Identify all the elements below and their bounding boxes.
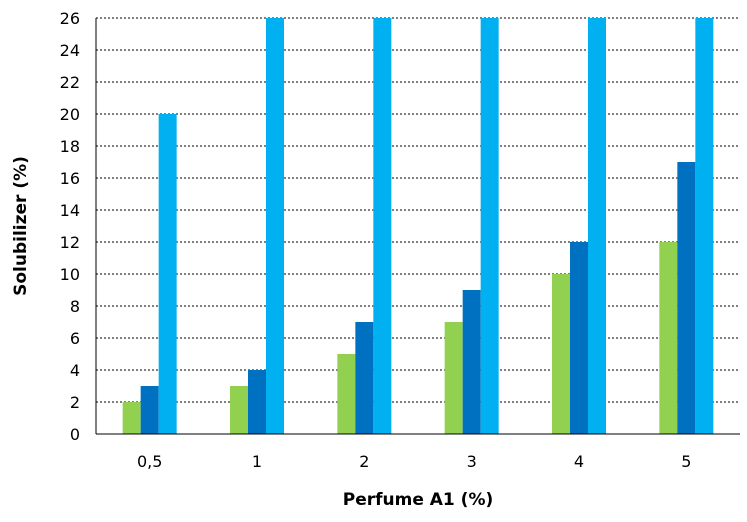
- bar-series-2-3: [462, 290, 481, 434]
- x-tick-label: 5: [681, 452, 691, 471]
- bar-series-3-0,5: [158, 114, 177, 434]
- y-tick-label: 18: [60, 137, 80, 156]
- bar-series-3-3: [480, 18, 499, 434]
- x-tick-label: 3: [467, 452, 477, 471]
- x-tick-label: 1: [252, 452, 262, 471]
- y-tick-label: 12: [60, 233, 80, 252]
- x-tick-labels: 0,5 1 2 3 4 5: [137, 452, 691, 471]
- y-tick-label: 0: [70, 425, 80, 444]
- bar-series-2-2: [355, 322, 374, 434]
- bar-series-3-1: [266, 18, 284, 434]
- y-tick-label: 4: [70, 361, 80, 380]
- bar-series-2-0,5: [140, 386, 159, 434]
- bar-series-2-4: [570, 242, 588, 434]
- bar-series-1-1: [230, 386, 248, 434]
- bar-series-3-5: [695, 18, 714, 434]
- x-axis-title: Perfume A1 (%): [343, 490, 494, 510]
- y-tick-label: 22: [60, 73, 80, 92]
- bar-series-1-4: [552, 274, 570, 434]
- x-tick-label: 2: [359, 452, 369, 471]
- axes: [95, 18, 740, 435]
- bar-series-1-0,5: [122, 402, 141, 434]
- x-tick-label: 4: [574, 452, 584, 471]
- y-tick-label: 10: [60, 265, 80, 284]
- y-tick-label: 24: [60, 41, 80, 60]
- bar-series-1-2: [337, 354, 356, 434]
- y-tick-label: 20: [60, 105, 80, 124]
- grid-lines: [96, 17, 740, 403]
- bar-series-2-5: [677, 162, 696, 434]
- bar-series-2-1: [248, 370, 266, 434]
- y-tick-label: 26: [60, 9, 80, 28]
- bar-series-1-5: [659, 242, 678, 434]
- y-tick-label: 6: [70, 329, 80, 348]
- y-tick-label: 14: [60, 201, 80, 220]
- bar-series-3-4: [588, 18, 606, 434]
- y-tick-label: 16: [60, 169, 80, 188]
- y-tick-label: 2: [70, 393, 80, 412]
- bar-series-1-3: [444, 322, 463, 434]
- x-tick-label: 0,5: [137, 452, 162, 471]
- bar-series-3-2: [373, 18, 392, 434]
- y-tick-label: 8: [70, 297, 80, 316]
- bars: [122, 18, 714, 434]
- y-axis-title: Solubilizer (%): [11, 156, 31, 296]
